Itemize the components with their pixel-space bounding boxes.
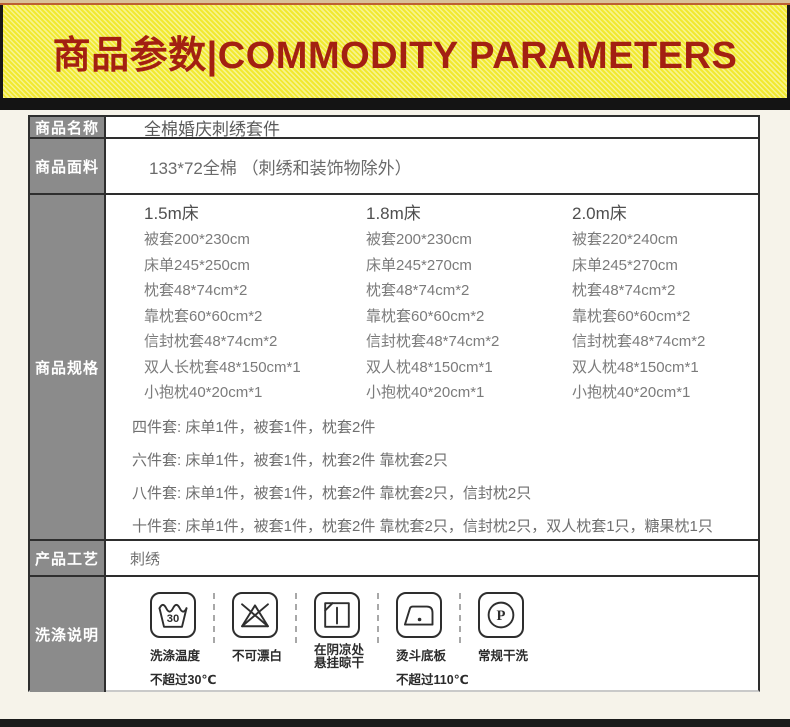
iron-icon (396, 592, 442, 638)
parameters-table: 商品名称 全棉婚庆刺绣套件 商品面料 133*72全棉 （刺绣和装饰物除外） 商… (28, 115, 760, 692)
spec-item: 枕套48*74cm*2 (366, 282, 470, 299)
spec-heading: 1.8m床 (366, 204, 421, 223)
wash-caption: 洗涤温度 不超过30℃ (150, 649, 217, 687)
spec-item: 信封枕套48*74cm*2 (144, 333, 278, 350)
spec-columns: 1.5m床 被套200*230cm 床单245*250cm 枕套48*74cm*… (106, 195, 758, 406)
header-banner: 商品参数|COMMODITY PARAMETERS (0, 5, 790, 98)
dry-clean-icon: P (478, 592, 524, 638)
divider-band (0, 98, 790, 110)
wash-group-dry-clean: P 常规干洗 (478, 592, 529, 668)
dashed-divider (295, 593, 297, 643)
spec-item: 双人枕48*150cm*1 (366, 358, 493, 376)
wash-caption: 在阴凉处 悬挂晾干 (314, 643, 365, 670)
wash-caption: 不可漂白 (232, 649, 283, 663)
spec-heading: 1.5m床 (144, 204, 199, 223)
wash-caption: 常规干洗 (478, 649, 529, 663)
product-name-value: 全棉婚庆刺绣套件 (144, 119, 280, 138)
spec-item: 枕套48*74cm*2 (144, 282, 248, 299)
spec-item: 小抱枕40*20cm*1 (572, 384, 691, 401)
wash-group-no-bleach: 不可漂白 (232, 592, 283, 668)
washing-icons: 30 洗涤温度 不超过30℃ (106, 577, 758, 692)
row-label: 产品工艺 (30, 541, 106, 575)
bottom-bar (0, 719, 790, 727)
table-row-specifications: 商品规格 1.5m床 被套200*230cm 床单245*250cm 枕套48*… (30, 193, 758, 539)
set-line-8pc: 八件套: 床单1件，被套1件，枕套2件 靠枕套2只，信封枕2只 (132, 484, 532, 502)
wash-group-iron: 烫斗底板 不超过110℃ (396, 592, 469, 692)
spec-item: 床单245*270cm (572, 256, 678, 274)
spec-item: 被套200*230cm (144, 231, 250, 248)
spec-item: 被套200*230cm (366, 231, 472, 248)
shade-dry-icon (314, 592, 360, 638)
set-options: 四件套: 床单1件，被套1件，枕套2件 六件套: 床单1件，被套1件，枕套2件 … (106, 411, 758, 540)
spec-item: 信封枕套48*74cm*2 (572, 333, 706, 350)
dry-clean-letter: P (497, 608, 506, 624)
spec-item: 小抱枕40*20cm*1 (366, 384, 485, 401)
page-title: 商品参数|COMMODITY PARAMETERS (52, 35, 738, 77)
spec-item: 靠枕套60*60cm*2 (366, 307, 485, 325)
dashed-divider (459, 593, 461, 643)
no-bleach-icon (232, 592, 278, 638)
set-line-6pc: 六件套: 床单1件，被套1件，枕套2件 靠枕套2只 (132, 451, 448, 469)
row-label: 洗涤说明 (30, 577, 106, 692)
spec-item: 枕套48*74cm*2 (572, 282, 676, 299)
fabric-value: 133*72全棉 （刺绣和装饰物除外） (149, 158, 412, 178)
spec-item: 床单245*270cm (366, 256, 472, 274)
dashed-divider (213, 593, 215, 643)
spec-item: 小抱枕40*20cm*1 (144, 384, 263, 401)
wash-caption: 烫斗底板 不超过110℃ (396, 649, 469, 687)
table-row-washing: 洗涤说明 30 洗涤温度 不超过30℃ (30, 575, 758, 692)
wash-temperature-number: 30 (167, 613, 180, 625)
wash-temperature-icon: 30 (150, 592, 196, 638)
table-row-craft: 产品工艺 刺绣 (30, 539, 758, 575)
spec-column-1-8m: 1.8m床 被套200*230cm 床单245*270cm 枕套48*74cm*… (366, 201, 572, 406)
craft-value: 刺绣 (130, 550, 161, 568)
top-strip (0, 0, 790, 5)
spec-item: 被套220*240cm (572, 231, 678, 248)
row-label: 商品名称 (30, 117, 106, 137)
spec-item: 双人长枕套48*150cm*1 (144, 358, 301, 376)
spec-item: 信封枕套48*74cm*2 (366, 333, 500, 350)
table-row-fabric: 商品面料 133*72全棉 （刺绣和装饰物除外） (30, 137, 758, 193)
spec-item: 双人枕48*150cm*1 (572, 358, 699, 376)
row-label: 商品面料 (30, 139, 106, 193)
set-line-10pc: 十件套: 床单1件，被套1件，枕套2件 靠枕套2只，信封枕2只，双人枕套1只，糖… (132, 517, 713, 535)
spec-heading: 2.0m床 (572, 204, 627, 223)
set-line-4pc: 四件套: 床单1件，被套1件，枕套2件 (132, 418, 376, 436)
spec-item: 靠枕套60*60cm*2 (144, 307, 263, 325)
spec-column-1-5m: 1.5m床 被套200*230cm 床单245*250cm 枕套48*74cm*… (144, 201, 366, 406)
spec-item: 床单245*250cm (144, 256, 250, 274)
dashed-divider (377, 593, 379, 643)
table-row-product-name: 商品名称 全棉婚庆刺绣套件 (30, 117, 758, 137)
row-label: 商品规格 (30, 195, 106, 539)
wash-group-temperature: 30 洗涤温度 不超过30℃ (150, 592, 217, 692)
wash-group-shade-dry: 在阴凉处 悬挂晾干 (314, 592, 365, 670)
spec-column-2-0m: 2.0m床 被套220*240cm 床单245*270cm 枕套48*74cm*… (572, 201, 758, 406)
spec-item: 靠枕套60*60cm*2 (572, 307, 691, 325)
